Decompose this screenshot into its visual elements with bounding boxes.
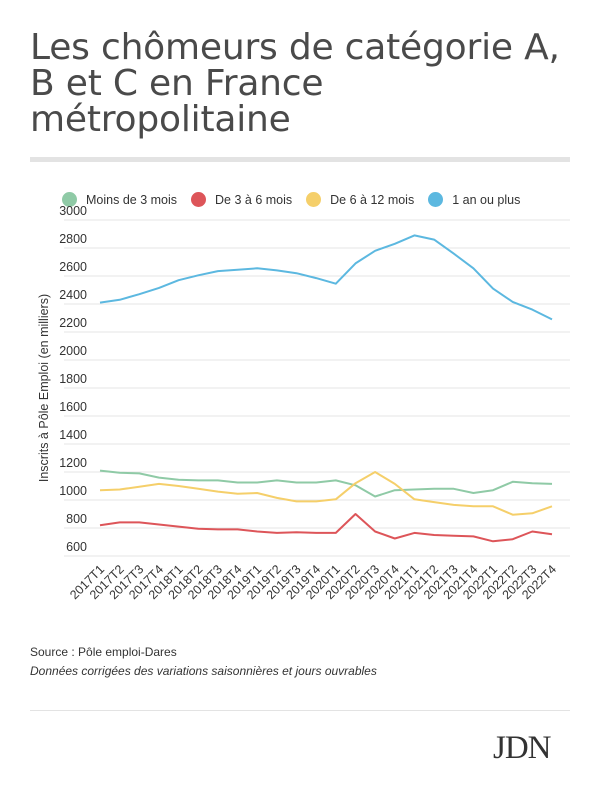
y-tick-label: 2800 bbox=[59, 232, 87, 246]
x-axis-ticks: 2017T12017T22017T32017T42018T12018T22018… bbox=[67, 562, 559, 602]
legend-swatch-red bbox=[191, 192, 207, 207]
title-divider bbox=[30, 157, 570, 162]
y-tick-label: 2400 bbox=[59, 288, 87, 302]
chart-title: Les chômeurs de catégorie A, B et C en F… bbox=[30, 27, 560, 140]
y-tick-label: 1600 bbox=[59, 400, 87, 414]
series-line-1 bbox=[99, 513, 553, 543]
y-tick-label: 3000 bbox=[59, 205, 87, 218]
line-chart: 600 800 1000 1200 1400 1600 1800 2000 2200 2400 26… bbox=[37, 205, 570, 602]
legend-label: De 3 à 6 mois bbox=[215, 192, 293, 207]
y-tick-label: 2000 bbox=[59, 344, 87, 358]
legend-item-1-an-plus: 1 an ou plus bbox=[428, 192, 520, 207]
y-axis-ticks: 600 800 1000 1200 1400 1600 1800 2000 2200 2400 26… bbox=[59, 205, 87, 554]
series-lines bbox=[99, 234, 553, 543]
data-note: Données corrigées des variations saisonn… bbox=[30, 664, 377, 678]
legend-swatch-yellow bbox=[306, 192, 322, 207]
legend-label: 1 an ou plus bbox=[452, 192, 521, 207]
y-tick-label: 1400 bbox=[59, 428, 87, 442]
gridlines bbox=[64, 219, 570, 557]
y-tick-label: 1000 bbox=[59, 484, 87, 498]
y-tick-label: 600 bbox=[66, 540, 87, 554]
legend-item-moins-3-mois: Moins de 3 mois bbox=[62, 192, 177, 207]
legend-item-3-6-mois: De 3 à 6 mois bbox=[191, 192, 292, 207]
legend-swatch-green bbox=[62, 192, 77, 207]
series-line-0 bbox=[99, 469, 553, 498]
y-tick-label: 800 bbox=[66, 512, 87, 526]
y-tick-label: 2600 bbox=[59, 260, 87, 274]
y-tick-label: 1200 bbox=[59, 456, 87, 470]
y-tick-label: 2200 bbox=[59, 316, 87, 330]
legend: Moins de 3 mois De 3 à 6 mois De 6 à 12 … bbox=[62, 192, 534, 207]
y-axis-label: Inscrits à Pôle Emploi (en milliers) bbox=[37, 294, 51, 482]
legend-item-6-12-mois: De 6 à 12 mois bbox=[306, 192, 414, 207]
jdn-logo: JDN bbox=[493, 730, 552, 766]
legend-swatch-blue bbox=[428, 192, 444, 207]
legend-label: De 6 à 12 mois bbox=[330, 192, 415, 207]
footer-divider bbox=[30, 710, 570, 711]
source-text: Source : Pôle emploi-Dares bbox=[30, 645, 177, 659]
series-line-2 bbox=[99, 471, 553, 516]
y-tick-label: 1800 bbox=[59, 372, 87, 386]
legend-label: Moins de 3 mois bbox=[86, 192, 178, 207]
series-line-3 bbox=[99, 234, 553, 321]
